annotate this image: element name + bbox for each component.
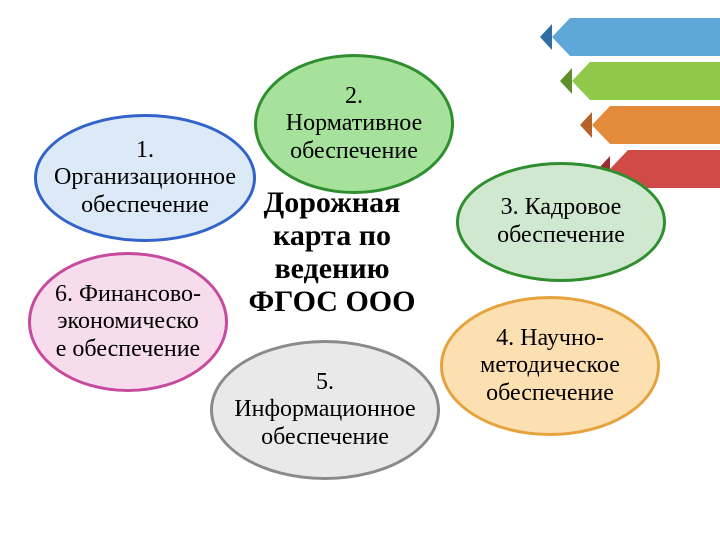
node-5-info: 5. Информационное обеспечение [210,340,440,480]
center-title-text: Дорожная карта по ведению ФГОС ООО [249,186,416,318]
ribbon-red [628,150,720,188]
ribbon-orange [610,106,720,144]
diagram-stage: 5. Информационное обеспечение 4. Научно-… [0,0,720,540]
node-3-staff: 3. Кадровое обеспечение [456,162,666,282]
node-3-label: 3. Кадровое обеспечение [497,194,625,249]
node-4-methodical: 4. Научно- методическое обеспечение [440,296,660,436]
node-4-label: 4. Научно- методическое обеспечение [480,325,620,408]
node-1-organizational: 1. Организационное обеспечение [34,114,256,242]
node-6-label: 6. Финансово- экономическо е обеспечение [55,281,201,364]
node-6-financial: 6. Финансово- экономическо е обеспечение [28,252,228,392]
center-title: Дорожная карта по ведению ФГОС ООО [232,186,432,318]
ribbon-blue [570,18,720,56]
ribbon-green [590,62,720,100]
node-2-normative: 2. Нормативное обеспечение [254,54,454,194]
corner-ribbons [550,0,720,190]
node-2-label: 2. Нормативное обеспечение [286,83,422,166]
node-1-label: 1. Организационное обеспечение [54,137,236,220]
node-5-label: 5. Информационное обеспечение [234,369,415,452]
